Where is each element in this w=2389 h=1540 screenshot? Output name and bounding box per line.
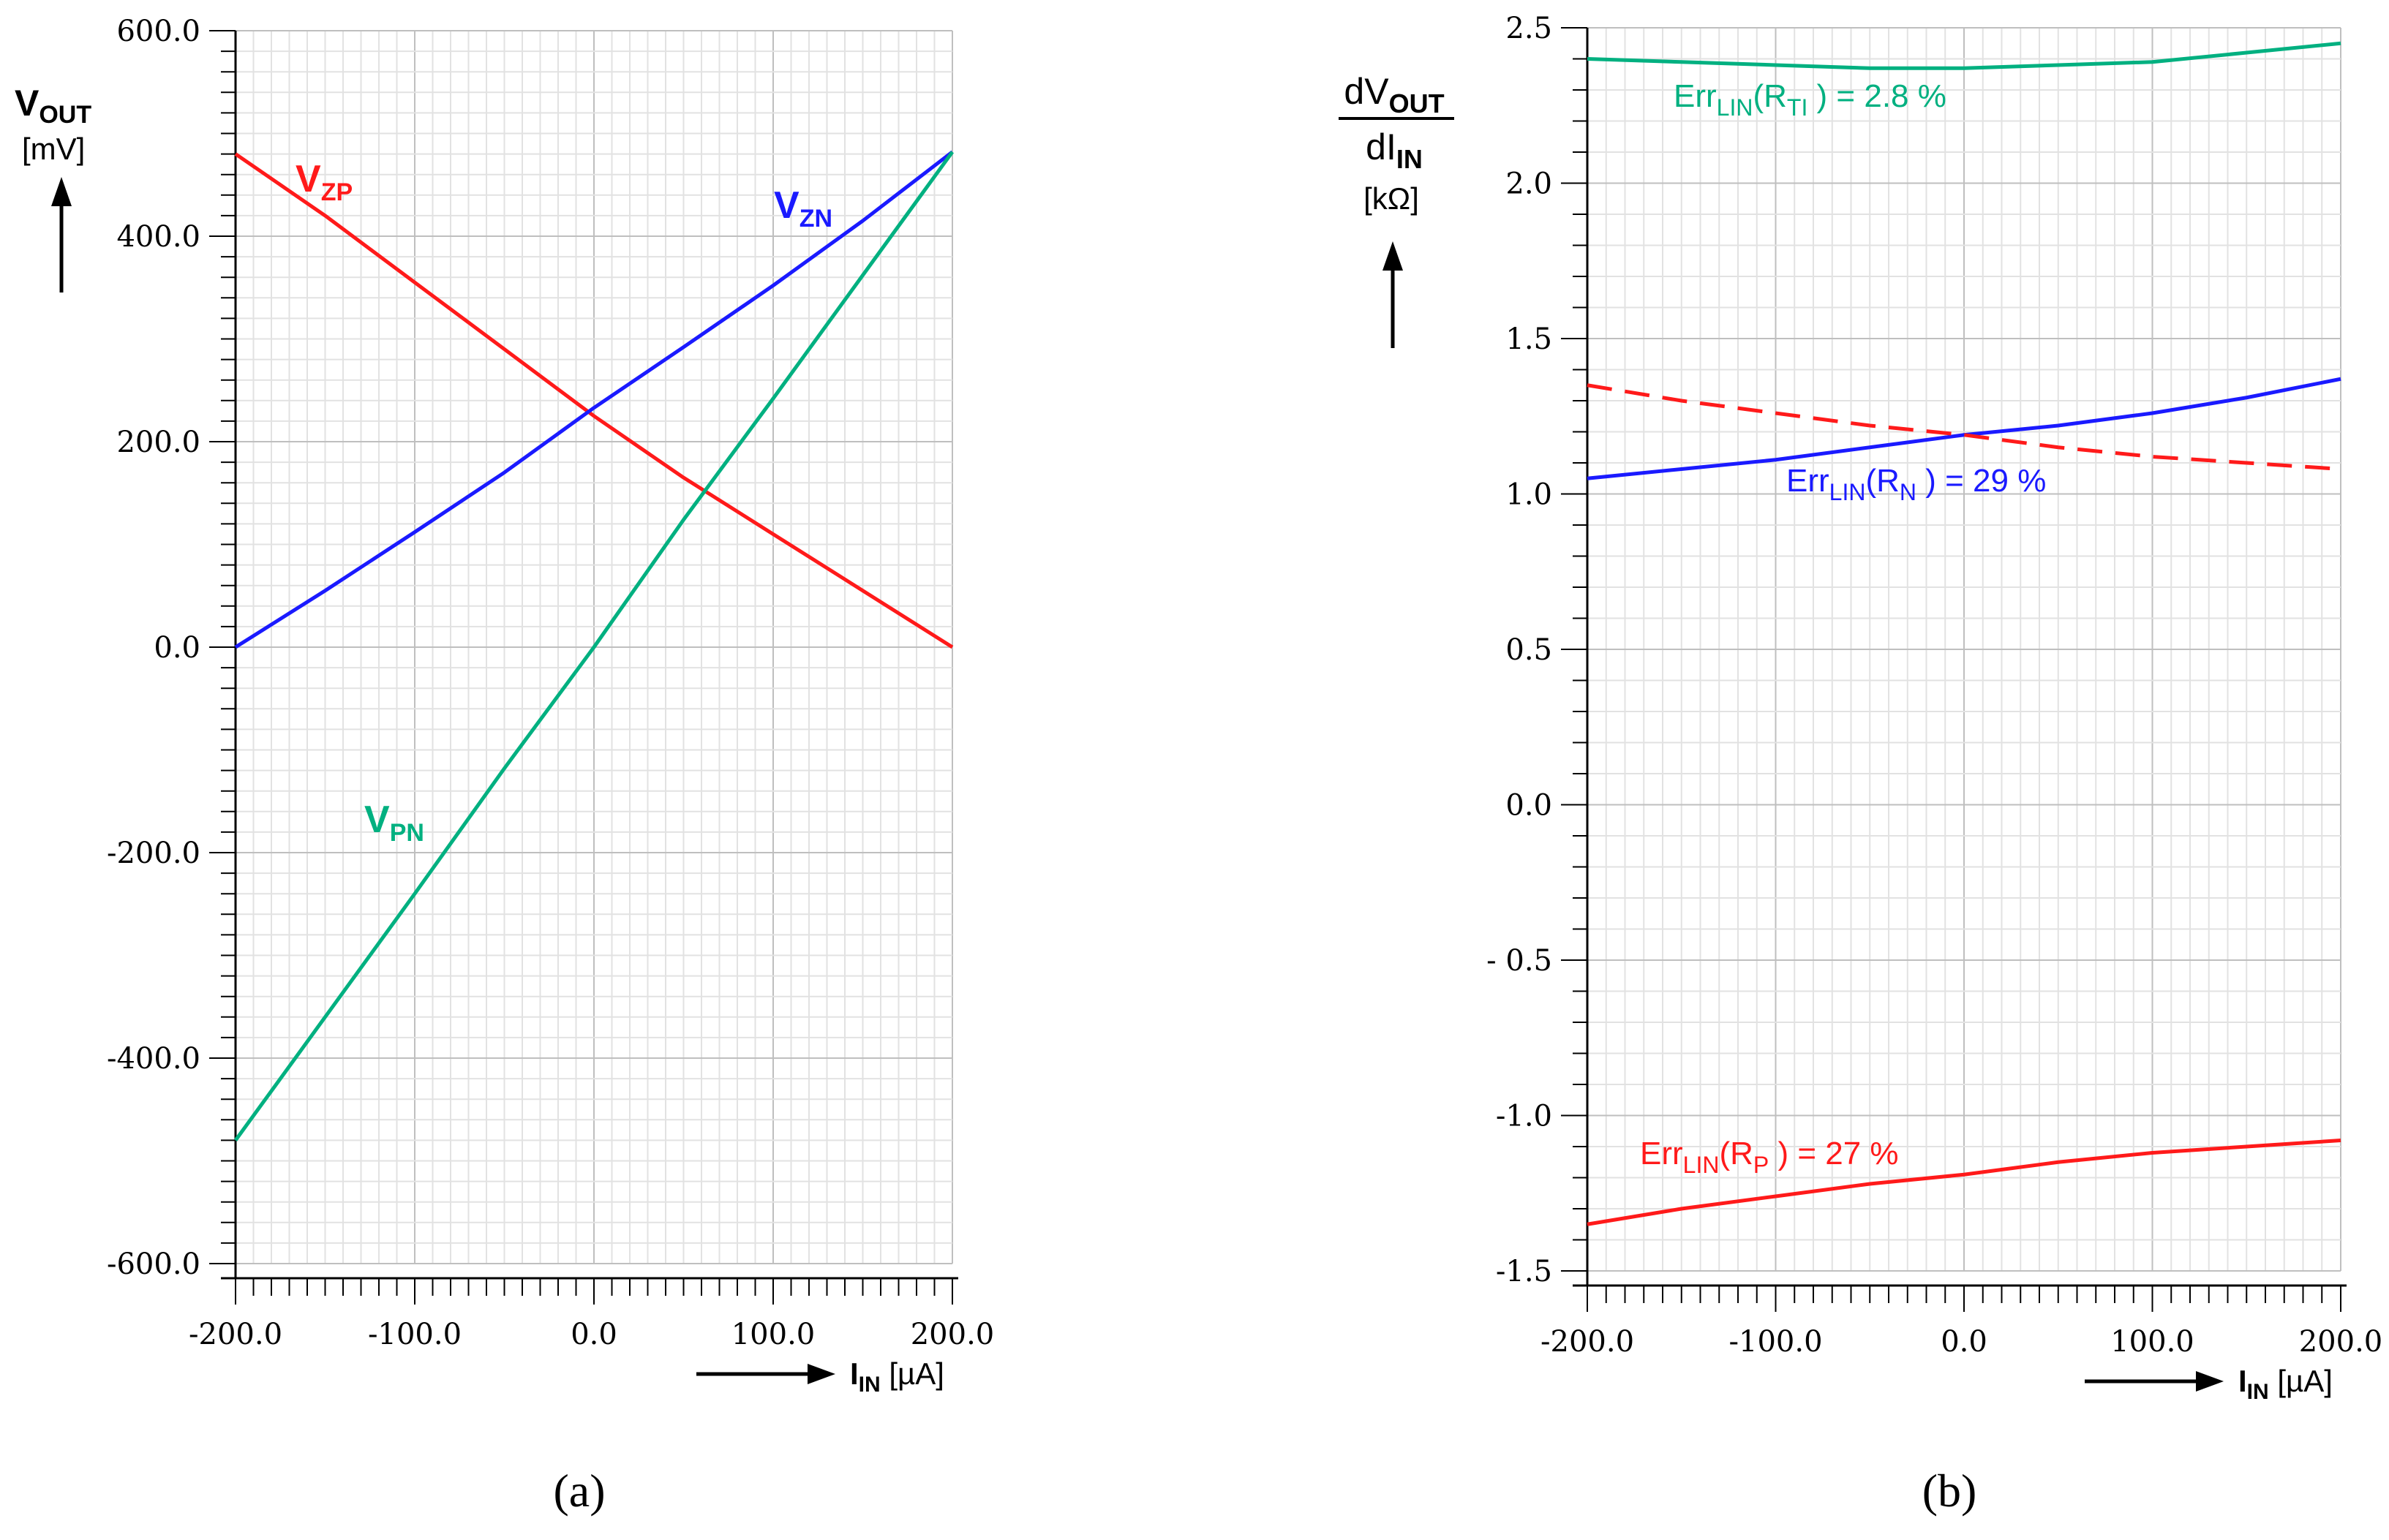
y-tick-label: 2.5 [1505, 12, 1552, 45]
x-tick-label: 100.0 [2110, 1325, 2194, 1359]
series-line-r-p-mirror [1587, 383, 2341, 471]
y-tick-label: 200.0 [116, 426, 200, 459]
chart-a: -600.0 -400.0 -200.0 0.0 200.0 400.0 600.0 -200… [15, 15, 994, 1517]
y-tick-label: 600.0 [116, 15, 200, 48]
y-tick-label: - 0.5 [1486, 944, 1552, 978]
x-arrow-head-icon [808, 1364, 835, 1384]
series-label-v-pn: VPN [364, 799, 424, 847]
series-line-r-p [1587, 1139, 2341, 1226]
y-axis-label-a: VOUT [15, 83, 91, 129]
y-tick-label: 1.5 [1505, 322, 1552, 356]
y-tick-label: -600.0 [107, 1248, 200, 1281]
series-line-r-ti [1587, 41, 2341, 70]
grid-b [1587, 27, 2341, 1272]
y-tick-label: -400.0 [107, 1042, 200, 1076]
x-axis-label: IIN [µA] [850, 1356, 944, 1397]
y-arrow-head-icon [1382, 241, 1403, 271]
y-axis-denominator-b: dIIN [1366, 127, 1423, 174]
x-tick-label: 0.0 [571, 1318, 617, 1351]
y-axis-unit-a: [mV] [22, 132, 85, 166]
x-arrow-head-icon [2196, 1371, 2224, 1392]
x-axis-label: IIN [µA] [2238, 1364, 2333, 1404]
x-tick-label: -100.0 [368, 1318, 462, 1351]
grid-a [235, 30, 953, 1264]
y-tick-label: 0.0 [154, 631, 200, 665]
y-tick-label: 2.0 [1505, 167, 1552, 201]
x-tick-label: 200.0 [2299, 1325, 2383, 1359]
series-label-v-zp: VZP [296, 158, 353, 206]
y-tick-label: 0.5 [1505, 633, 1552, 667]
series-line-v-zp [234, 152, 954, 649]
annotation-r-p: ErrLIN(RP ) = 27 % [1640, 1136, 1899, 1178]
annotation-r-ti: ErrLIN(RTI ) = 2.8 % [1674, 78, 1946, 121]
series-line-r-n [1587, 377, 2341, 480]
y-tick-label: 1.0 [1505, 478, 1552, 512]
series-label-v-zn: VZN [774, 184, 832, 233]
y-tick-label: -1.5 [1496, 1255, 1552, 1288]
series-line-v-zn [234, 150, 954, 649]
y-axis-unit-b: [kΩ] [1363, 181, 1419, 216]
x-tick-label: -200.0 [1540, 1325, 1634, 1359]
y-tick-label: 0.0 [1505, 789, 1552, 823]
annotation-r-n: ErrLIN(RN ) = 29 % [1786, 463, 2046, 505]
y-axis-numerator-b: dVOUT [1344, 71, 1444, 118]
subfigure-label-a: (a) [553, 1465, 605, 1517]
x-tick-label: -100.0 [1728, 1325, 1822, 1359]
chart-b: -1.5 -1.0 - 0.5 0.0 0.5 1.0 1.5 2.0 2.5 -200.0 -10… [1339, 12, 2382, 1517]
x-tick-label: -200.0 [189, 1318, 282, 1351]
y-tick-label: -200.0 [107, 837, 200, 870]
series-line-v-pn [233, 151, 955, 1141]
x-tick-label: 200.0 [911, 1318, 995, 1351]
y-tick-label: 400.0 [116, 220, 200, 254]
x-tick-label: 0.0 [1941, 1325, 1987, 1359]
y-arrow-head-icon [51, 177, 72, 206]
y-tick-label: -1.0 [1496, 1100, 1552, 1133]
x-tick-label: 100.0 [731, 1318, 816, 1351]
subfigure-label-b: (b) [1922, 1465, 1977, 1517]
